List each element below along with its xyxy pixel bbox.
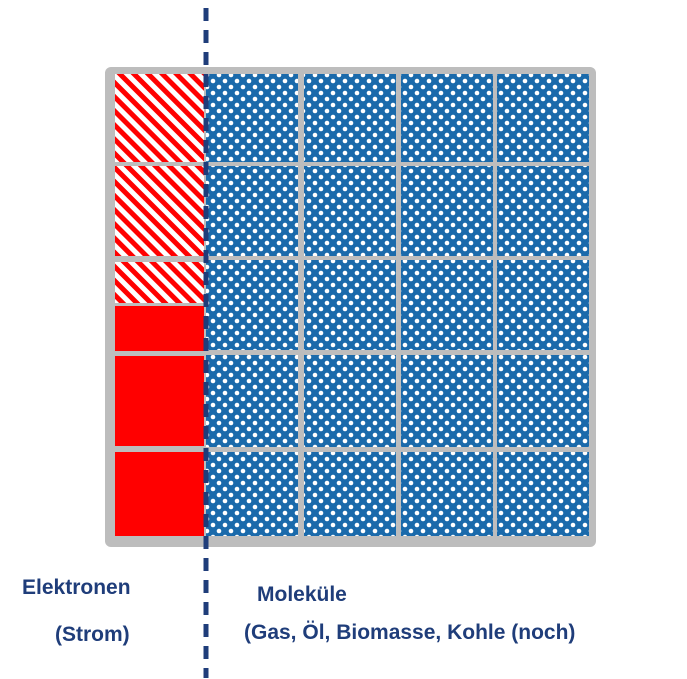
molecule-cell: [497, 260, 589, 350]
electron-cell-hatched: [115, 74, 204, 162]
molecule-cell: [401, 260, 493, 350]
molecules-label: Moleküle: [257, 583, 347, 606]
molecule-cell: [497, 452, 589, 536]
electron-column: [115, 74, 204, 536]
electrons-sublabel: (Strom): [55, 623, 130, 646]
molecule-cell: [497, 166, 589, 256]
molecule-cell: [497, 355, 589, 447]
molecule-cell: [206, 166, 298, 256]
molecule-cell: [497, 74, 589, 162]
molecule-cell: [401, 166, 493, 256]
molecule-cell: [206, 260, 298, 350]
electrons-label: Elektronen: [22, 576, 131, 599]
molecule-cell: [401, 355, 493, 447]
molecule-grid: [206, 74, 589, 536]
molecule-cell: [206, 74, 298, 162]
molecule-cell: [304, 355, 396, 447]
electron-cell-solid: [115, 356, 204, 446]
molecule-cell: [304, 452, 396, 536]
molecules-sublabel: (Gas, Öl, Biomasse, Kohle (noch): [244, 621, 576, 644]
molecule-cell: [304, 260, 396, 350]
electron-cell-hatched: [115, 262, 204, 303]
electron-cell-solid: [115, 452, 204, 536]
molecule-cell: [304, 166, 396, 256]
molecule-cell: [206, 452, 298, 536]
molecule-cell: [401, 74, 493, 162]
electron-cell-hatched: [115, 166, 204, 256]
molecule-cell: [401, 452, 493, 536]
electron-cell-solid: [115, 306, 204, 351]
molecule-cell: [206, 355, 298, 447]
molecule-cell: [304, 74, 396, 162]
